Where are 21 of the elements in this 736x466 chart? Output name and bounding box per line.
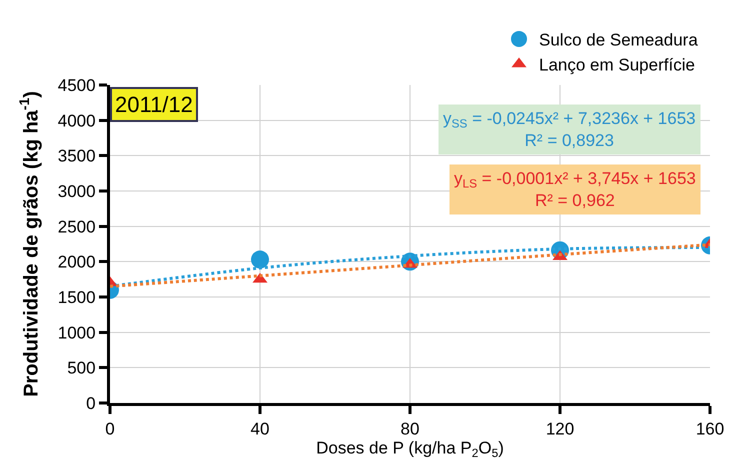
x-tick-label: 40 [250, 419, 270, 438]
legend-label: Sulco de Semeadura [539, 30, 698, 50]
y-tick-label: 2500 [58, 217, 96, 236]
y-tick-label: 4500 [58, 76, 96, 95]
annotation: y$_{SS}$ = -0,0245x² + 7,3236x + 1653 R² = 0,8923 [443, 109, 696, 150]
y-tick-label: 500 [67, 358, 96, 378]
y-tick-label: 0 [86, 394, 96, 413]
x-tick-label: 120 [546, 419, 574, 438]
x-tick-label: 160 [696, 419, 724, 438]
y-tick-label: 3000 [58, 182, 96, 201]
y-tick-label: 1000 [58, 323, 96, 342]
y-tick-label: 1500 [58, 288, 96, 307]
x-axis-title: Doses de P (kg/ha P$_{2}$O$_{5}$) [316, 438, 504, 460]
chart-title: 2011/12 [115, 92, 193, 117]
y-tick-label: 3500 [58, 146, 96, 166]
x-tick-label: 0 [105, 419, 115, 438]
y-tick-label: 2000 [58, 252, 96, 272]
x-tick-label: 80 [400, 419, 420, 438]
annotation: y$_{LS}$ = -0,0001x² + 3,745x + 1653 R² = 0,962 [454, 169, 696, 210]
legend-label: Lanço em Superfície [539, 56, 695, 75]
y-tick-label: 4000 [58, 111, 96, 130]
